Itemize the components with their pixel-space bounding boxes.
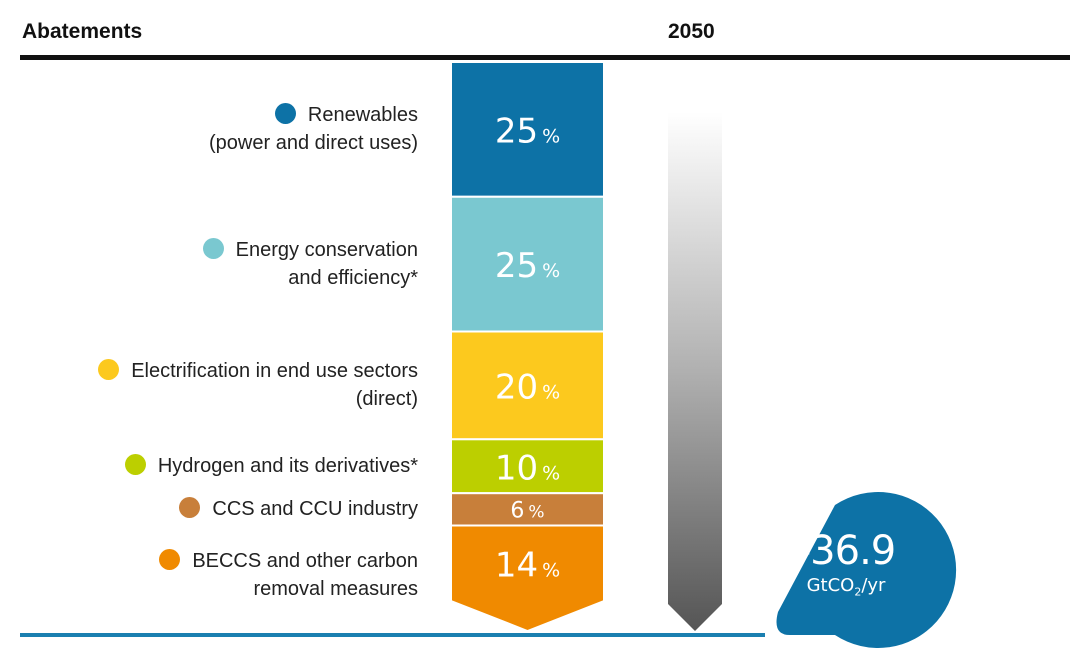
legend-item: BECCS and other carbon removal measures [159, 547, 418, 603]
legend-label: CCS and CCU industry [179, 497, 418, 520]
total-badge: -36.9 GtCO2/yr [778, 528, 914, 605]
segment-value-label: 10% [495, 448, 560, 488]
legend-label-line2: (direct) [355, 388, 418, 411]
legend-item: Energy conservation and efficiency* [202, 236, 418, 292]
bar-segment-5 [450, 492, 605, 527]
legend-label-line2: removal measures [253, 578, 418, 601]
bar-segment-6 [450, 524, 605, 633]
bar-segments: 25 % 25 % 20 % 10 % 6 % 14% [450, 61, 605, 633]
legend-label-line2: (power and direct uses) [209, 132, 418, 155]
total-value: -36.9 [796, 528, 897, 574]
top-rule [20, 55, 1070, 60]
legend-label: Renewables [274, 103, 418, 126]
bar-segment-2 [450, 195, 605, 333]
legend-label-line2: and efficiency* [288, 267, 418, 290]
legend-dot-icon [202, 238, 224, 260]
abatements-header: Abatements [22, 20, 143, 43]
legend-item: Electrification in end use sectors (direc… [98, 357, 418, 413]
segment-value-label: 14% [495, 545, 560, 585]
total-badge-shape [776, 492, 957, 648]
bottom-rule [20, 633, 765, 637]
bar-segment-1 [450, 61, 605, 198]
reduction-arrow [668, 112, 722, 631]
legend-label: Electrification in end use sectors [98, 359, 418, 382]
legend-dot-icon [179, 497, 201, 519]
segment-value-label: 6% [510, 498, 544, 523]
segment-value-label: 25% [495, 111, 560, 151]
legend-label: Energy conservation [202, 238, 418, 261]
segment-value-label: 25% [495, 246, 560, 286]
year-header: 2050 [668, 20, 715, 43]
legend-item: CCS and CCU industry [179, 495, 418, 523]
legend-label: BECCS and other carbon [159, 549, 418, 572]
total-unit: GtCO2/yr [806, 575, 886, 599]
legend-dot-icon [159, 549, 181, 571]
bar-segment-3 [450, 330, 605, 441]
legend-item: Renewables (power and direct uses) [209, 101, 418, 157]
segment-value-label: 20% [495, 367, 560, 407]
legend-label: Hydrogen and its derivatives* [124, 454, 418, 477]
legend-dot-icon [274, 103, 296, 125]
legend-item: Hydrogen and its derivatives* [124, 452, 418, 480]
legend-dot-icon [124, 454, 146, 476]
legend-dot-icon [98, 359, 120, 381]
